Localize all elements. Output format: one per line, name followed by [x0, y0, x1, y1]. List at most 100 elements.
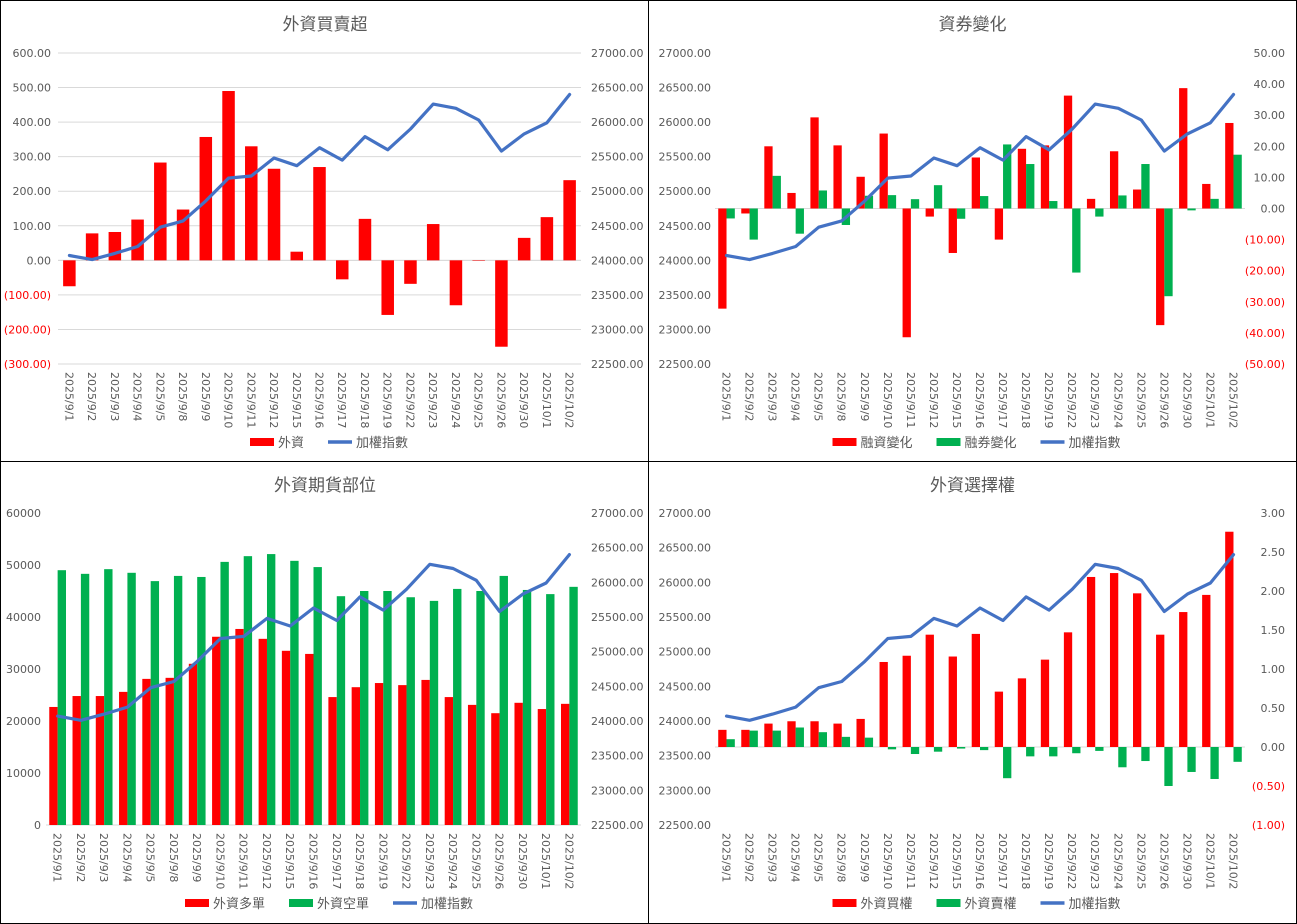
bar-green [864, 195, 874, 209]
right-axis-tick-label: 2.00 [1261, 585, 1286, 598]
bar-green [795, 727, 804, 747]
bar-green [1095, 208, 1104, 217]
bar-red [948, 208, 957, 253]
left-axis-tick-label: 10000 [6, 767, 41, 780]
right-axis-tick-label: 10.00 [1254, 171, 1286, 184]
bar-green [1003, 747, 1012, 779]
category-tick-label: 2025/9/26 [494, 372, 507, 428]
left-axis-tick-label: 0 [34, 819, 41, 832]
right-axis-tick-label: 22500.00 [591, 358, 644, 371]
right-axis-tick-label: 23000.00 [591, 323, 644, 336]
bar-red [188, 663, 198, 825]
bar-red [491, 713, 500, 825]
bar-green [1233, 154, 1242, 209]
bar-red [245, 146, 258, 261]
bar-green [887, 195, 897, 209]
category-tick-label: 2025/9/5 [812, 372, 825, 421]
bar-green [546, 594, 555, 825]
bar-red [119, 691, 128, 825]
bar-red [971, 633, 980, 747]
category-tick-label: 2025/9/2 [743, 833, 756, 882]
bar-green [1164, 747, 1173, 786]
category-tick-label: 2025/9/10 [881, 833, 894, 889]
category-tick-label: 2025/9/30 [1180, 833, 1193, 889]
left-axis-tick-label: 500.00 [13, 82, 52, 95]
bar-red [72, 696, 81, 825]
bar-red [154, 162, 167, 261]
bar-red [810, 117, 819, 209]
legend-swatch-red [185, 899, 209, 907]
category-tick-label: 2025/10/1 [1203, 372, 1216, 428]
right-axis-tick-label: 24500.00 [591, 220, 644, 233]
left-axis-tick-label: 0.00 [27, 254, 52, 267]
right-axis-tick-label: 2.50 [1261, 546, 1286, 559]
right-axis-tick-label: (0.50) [1252, 780, 1285, 793]
right-axis-tick-label: 50.00 [1254, 47, 1286, 60]
bar-red [764, 146, 773, 209]
category-tick-label: 2025/10/1 [540, 372, 553, 428]
bar-red [131, 219, 144, 261]
category-tick-label: 2025/9/9 [199, 372, 212, 421]
category-tick-label: 2025/9/4 [131, 372, 144, 421]
chart-panel-margin-short-change: 資券變化 27000.00 26500.00 26000.00 25500.00 2500… [648, 0, 1297, 463]
bar-green [220, 561, 229, 825]
chart-foreign-net-buy: 外資買賣超 600.00 500.00 400.00 300.00 200.00 100.0… [4, 15, 644, 451]
right-axis-tick-label: (20.00) [1245, 265, 1285, 278]
bar-red [49, 706, 58, 825]
bar-green [569, 586, 578, 825]
category-tick-label: 2025/9/12 [267, 372, 280, 428]
bar-red [787, 721, 796, 747]
category-tick-label: 2025/9/22 [400, 833, 413, 889]
bar-red [994, 691, 1004, 747]
category-tick-label: 2025/10/2 [1226, 833, 1239, 889]
category-tick-label: 2025/10/2 [1226, 372, 1239, 428]
legend-swatch-green [936, 438, 961, 446]
category-tick-label: 2025/9/18 [353, 833, 366, 889]
left-axis-tick-label: 400.00 [13, 116, 52, 129]
bar-green [1072, 747, 1081, 754]
bar-red [540, 217, 554, 261]
chart-panel-foreign-futures: 外資期貨部位 60000 50000 40000 30000 20000 10000 0 270… [0, 461, 650, 924]
right-axis-tick-label: 27000.00 [591, 507, 644, 520]
bar-green [57, 570, 67, 825]
bar-red [948, 656, 957, 747]
bar-red [449, 260, 463, 306]
right-axis-tick-label: 23500.00 [591, 289, 644, 302]
bar-green [104, 569, 113, 825]
right-axis-tick-label: 26000.00 [591, 116, 644, 129]
category-tick-label: 2025/9/5 [153, 372, 166, 421]
category-tick-label: 2025/9/24 [449, 372, 462, 428]
category-tick-label: 2025/9/2 [74, 833, 87, 882]
category-tick-label: 2025/9/19 [376, 833, 389, 889]
right-axis-tick-label: 24000.00 [591, 254, 644, 267]
category-tick-label: 2025/9/24 [1111, 833, 1124, 889]
bar-red [444, 697, 454, 825]
bar-green [726, 739, 735, 747]
bar-green [453, 588, 462, 825]
bar-red [1017, 678, 1027, 747]
right-axis-tick-label: 25500.00 [591, 611, 644, 624]
bar-green [980, 196, 989, 209]
right-axis-tick-label: 23500.00 [591, 750, 644, 763]
category-tick-label: 2025/9/25 [1134, 833, 1147, 889]
category-tick-label: 2025/9/8 [167, 833, 180, 882]
legend-swatch-green [936, 899, 961, 907]
right-axis-tick-label: 26500.00 [591, 82, 644, 95]
bar-green [841, 736, 851, 747]
bar-red [142, 678, 151, 825]
bar-red [313, 167, 326, 261]
bar-red [1063, 95, 1073, 209]
category-tick-label: 2025/9/8 [835, 833, 848, 882]
index-line [724, 552, 1236, 722]
bar-red [165, 677, 174, 825]
right-axis-tick-label: 0.00 [1261, 741, 1286, 754]
category-tick-label: 2025/9/12 [927, 833, 940, 889]
bar-red [95, 696, 105, 825]
bar-red [563, 180, 576, 261]
category-tick-label: 2025/9/25 [472, 372, 485, 428]
bar-red [787, 192, 796, 209]
category-tick-label: 2025/9/19 [1042, 372, 1055, 428]
legend-label: 加權指數 [1069, 436, 1121, 451]
bar-green [406, 597, 415, 825]
bar-green [818, 190, 827, 209]
